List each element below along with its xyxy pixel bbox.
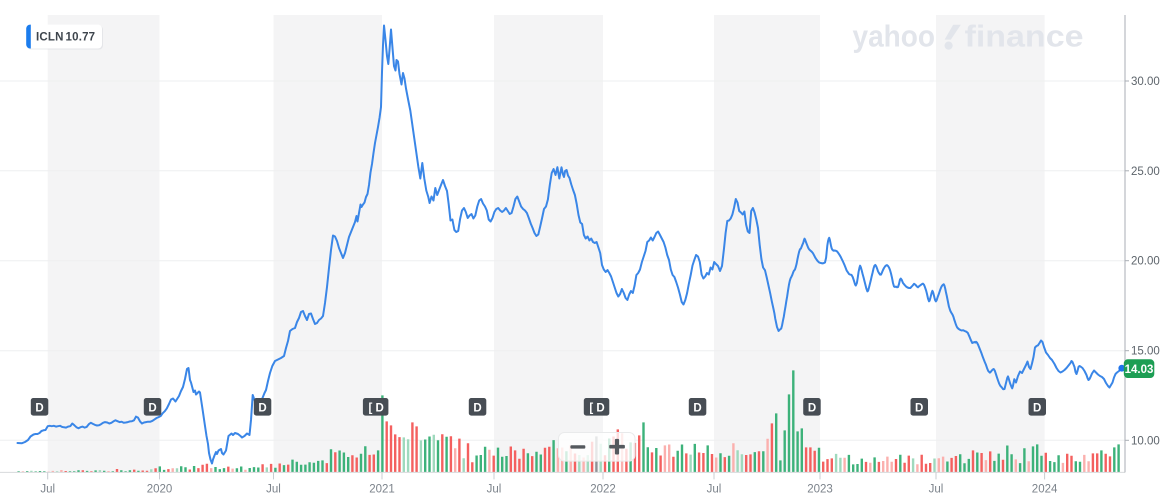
svg-text:10.77: 10.77 [66,32,96,44]
svg-text:D: D [35,402,43,414]
svg-text:D: D [808,402,816,414]
svg-text:D: D [1033,402,1041,414]
svg-text:30.00: 30.00 [1131,76,1160,88]
svg-text:Jul: Jul [707,484,722,496]
svg-text:Jul: Jul [487,484,502,496]
svg-text:D: D [915,402,923,414]
svg-text:2022: 2022 [590,484,616,496]
svg-text:D: D [148,402,156,414]
svg-text:2021: 2021 [369,484,395,496]
svg-text:finance: finance [965,19,1084,54]
svg-text:D: D [258,402,266,414]
svg-text:2020: 2020 [147,484,173,496]
svg-text:Jul: Jul [40,484,55,496]
svg-text:2024: 2024 [1032,484,1058,496]
svg-text:2023: 2023 [807,484,833,496]
svg-text:Jul: Jul [266,484,281,496]
svg-text:[ D: [ D [589,402,604,414]
svg-text:10.00: 10.00 [1131,435,1160,447]
svg-text:14.03: 14.03 [1125,364,1154,376]
svg-text:15.00: 15.00 [1131,346,1160,358]
svg-text:D: D [693,402,701,414]
svg-text:25.00: 25.00 [1131,166,1160,178]
svg-text:D: D [473,402,481,414]
svg-text:[ D: [ D [369,402,384,414]
svg-text:yahoo: yahoo [853,19,936,54]
svg-text:ICLN: ICLN [36,32,64,44]
svg-text:20.00: 20.00 [1131,256,1160,268]
svg-text:Jul: Jul [929,484,944,496]
